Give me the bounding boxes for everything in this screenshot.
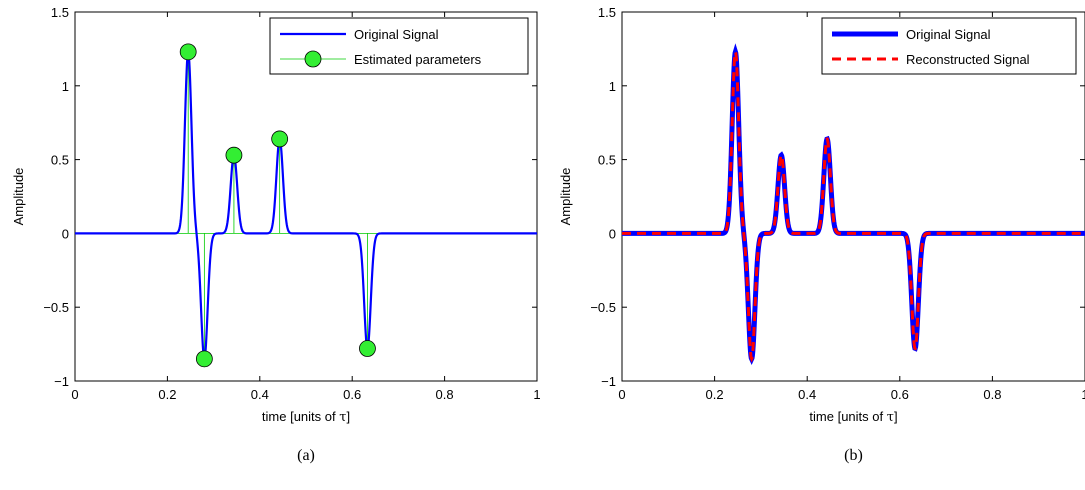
legend-swatch-marker bbox=[304, 50, 322, 68]
axes-box bbox=[74, 11, 538, 382]
estimated-parameter-marker bbox=[271, 130, 289, 148]
estimated-parameter-marker bbox=[195, 350, 213, 368]
x-tick-label: 0.8 bbox=[436, 387, 454, 402]
x-tick-label: 0.8 bbox=[983, 387, 1001, 402]
chart-panel-b: 0 0.2 0.4 0.6 0.8 1 −1 −0.5 0 0.5 1 1.5 time [units … bbox=[558, 5, 1085, 464]
x-axis-label-suffix: ] bbox=[894, 409, 898, 424]
x-axis-label-suffix: ] bbox=[346, 409, 350, 424]
x-tick-label: 0.6 bbox=[343, 387, 361, 402]
original-signal-line bbox=[75, 48, 537, 362]
legend-label: Reconstructed Signal bbox=[906, 52, 1030, 67]
y-tick-label: 0 bbox=[62, 226, 69, 241]
y-tick-label: −1 bbox=[601, 374, 616, 389]
legend: Original Signal Reconstructed Signal bbox=[821, 17, 1077, 75]
y-tick-label: 0.5 bbox=[51, 153, 69, 168]
chart-panel-a: 0 0.2 0.4 0.6 0.8 1 −1 −0.5 0 0.5 1 1.5 time [units … bbox=[11, 5, 541, 464]
axes-box bbox=[621, 11, 1085, 382]
x-axis-label: time [units of τ] bbox=[262, 409, 350, 425]
plot-area bbox=[622, 43, 1085, 365]
legend-box bbox=[821, 17, 1077, 75]
panel-caption: (a) bbox=[297, 447, 315, 464]
x-axis-label-prefix: time [units of bbox=[262, 409, 339, 424]
y-axis-label: Amplitude bbox=[558, 168, 573, 226]
tau-symbol: τ bbox=[887, 410, 894, 425]
x-tick-label: 0.4 bbox=[798, 387, 816, 402]
x-tick-label: 0.2 bbox=[706, 387, 724, 402]
legend: Original Signal Estimated parameters bbox=[269, 17, 529, 75]
y-tick-label: −1 bbox=[54, 374, 69, 389]
x-tick-label: 0 bbox=[618, 387, 625, 402]
y-tick-label: 1.5 bbox=[51, 5, 69, 20]
x-axis-label: time [units of τ] bbox=[809, 409, 897, 425]
x-tick-label: 1 bbox=[1081, 387, 1085, 402]
x-tick-label: 0.2 bbox=[158, 387, 176, 402]
y-tick-label: 1.5 bbox=[598, 5, 616, 20]
y-tick-label: 1 bbox=[62, 79, 69, 94]
legend-label: Original Signal bbox=[906, 27, 991, 42]
x-tick-label: 0 bbox=[71, 387, 78, 402]
reconstructed-signal-line bbox=[622, 46, 1085, 363]
legend-label: Estimated parameters bbox=[354, 52, 482, 67]
y-tick-label: −0.5 bbox=[590, 300, 616, 315]
plot-area bbox=[75, 48, 537, 362]
original-signal-line bbox=[622, 43, 1085, 365]
estimated-parameter-marker bbox=[179, 43, 197, 61]
tau-symbol: τ bbox=[339, 410, 346, 425]
estimated-parameter-marker bbox=[359, 340, 376, 357]
x-axis-label-prefix: time [units of bbox=[809, 409, 886, 424]
estimated-parameter-marker bbox=[225, 146, 243, 164]
x-tick-label: 1 bbox=[533, 387, 540, 402]
x-tick-label: 0.4 bbox=[251, 387, 269, 402]
legend-label: Original Signal bbox=[354, 27, 439, 42]
x-tick-label: 0.6 bbox=[891, 387, 909, 402]
panel-caption: (b) bbox=[844, 447, 863, 464]
y-tick-label: 1 bbox=[609, 79, 616, 94]
y-tick-label: 0 bbox=[609, 226, 616, 241]
y-tick-label: −0.5 bbox=[43, 300, 69, 315]
y-axis-label: Amplitude bbox=[11, 168, 26, 226]
y-tick-label: 0.5 bbox=[598, 153, 616, 168]
